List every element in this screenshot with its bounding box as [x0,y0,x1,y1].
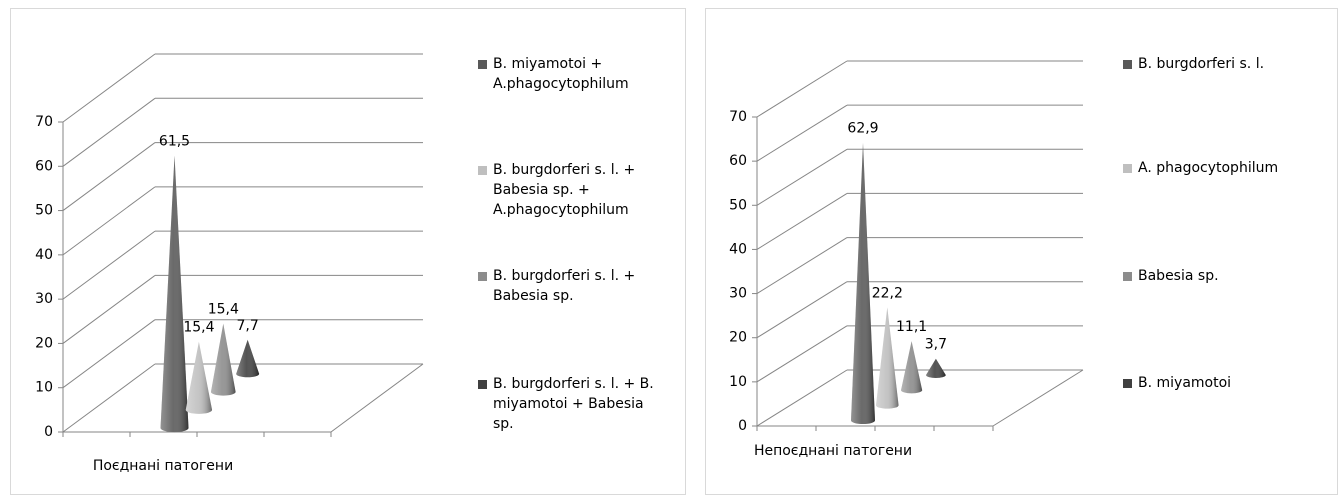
legend-label: B. miyamotoi [1138,375,1232,391]
grid-line [62,97,156,167]
legend-entry: B. burgdorferi s. l. + B. miyamotoi + Ba… [478,374,668,434]
grid-line [756,104,848,162]
x-tick-label: Поєднані патогени [93,458,233,474]
chart-frame [10,8,686,495]
y-tick-label: 0 [738,418,747,434]
cone-shade [210,323,236,396]
legend-label: B. burgdorferi s. l. [1138,56,1265,72]
y-tick-label: 70 [729,109,747,125]
legend-entry: B. burgdorferi s. l. + Babesia sp. [478,266,668,306]
data-label: 62,9 [847,121,878,137]
data-label: 15,4 [183,320,214,336]
grid-line [62,53,156,123]
legend-swatch [1123,379,1132,388]
legend-entry: B. miyamotoi [1123,373,1333,393]
grid-line [62,230,156,300]
y-tick-label: 10 [729,374,747,390]
legend-label: B. miyamotoi + A.phagocytophilum [493,56,629,92]
y-tick-label: 70 [35,114,53,130]
y-tick-label: 20 [35,335,53,351]
legend-entry: B. burgdorferi s. l. [1123,54,1333,74]
legend-label: B. burgdorferi s. l. + Babesia sp. + A.p… [493,162,636,218]
legend-label: B. burgdorferi s. l. + Babesia sp. [493,268,636,304]
grid-line [756,60,848,118]
y-tick-label: 50 [729,197,747,213]
data-label: 7,7 [237,318,259,334]
grid-line [756,281,848,339]
legend-swatch [478,166,487,175]
cone-shade [160,155,189,433]
legend-swatch [1123,60,1132,69]
chart-frame [705,8,1338,495]
cone-shade [901,341,923,394]
x-tick-label: Непоєднані патогени [754,443,912,459]
legend-entry: B. burgdorferi s. l. + Babesia sp. + A.p… [478,160,668,220]
y-tick-label: 20 [729,330,747,346]
legend-label: Babesia sp. [1138,268,1219,284]
y-tick-label: 40 [35,247,53,263]
data-label: 15,4 [208,302,239,318]
data-label: 61,5 [159,134,190,150]
cone-shade [851,142,875,424]
legend-label: B. burgdorferi s. l. + B. miyamotoi + Ba… [493,376,654,432]
floor-edge [992,369,1084,427]
legend-swatch [478,272,487,281]
grid-line [62,142,156,211]
legend-swatch [478,60,487,69]
legend-entry: A. phagocytophilum [1123,158,1333,178]
data-label: 3,7 [925,337,947,353]
grid-line [756,193,848,250]
grid-line [756,237,848,294]
grid-line [756,325,848,383]
y-tick-label: 40 [729,241,747,257]
legend-label: A. phagocytophilum [1138,160,1279,176]
legend-entry: Babesia sp. [1123,266,1333,286]
legend-swatch [1123,272,1132,281]
grid-line [62,275,156,344]
grid-line [756,369,848,427]
cone-shade [236,339,260,378]
y-tick-label: 50 [35,203,53,219]
y-tick-label: 0 [44,424,53,440]
y-tick-label: 60 [729,153,747,169]
data-label: 11,1 [896,319,927,335]
cone-shade [876,307,899,409]
y-tick-label: 60 [35,158,53,174]
y-tick-label: 10 [35,380,53,396]
legend-entry: B. miyamotoi + A.phagocytophilum [478,54,668,94]
data-label: 22,2 [872,285,903,301]
legend-swatch [478,380,487,389]
floor-edge [330,363,424,433]
y-tick-label: 30 [35,291,53,307]
cone-shade [185,341,213,414]
y-tick-label: 30 [729,286,747,302]
grid-line [62,363,156,433]
grid-line [756,148,848,206]
grid-line [62,319,156,389]
cone-shade [926,358,946,378]
legend-swatch [1123,164,1132,173]
grid-line [62,186,156,256]
